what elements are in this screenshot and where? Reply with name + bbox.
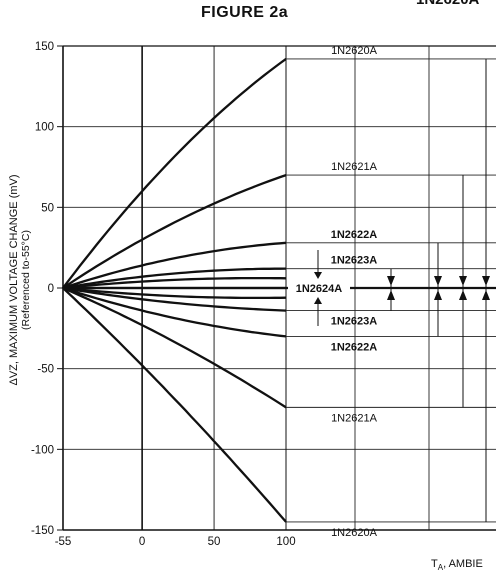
y-tick-label: 150: [35, 41, 54, 53]
series-line: [62, 286, 287, 300]
bracket-2622-arrow-down: [434, 276, 442, 286]
curve-label: 1N2623A: [331, 255, 378, 267]
x-tick-label: -55: [55, 536, 72, 548]
x-axis-label-subscript: A: [437, 563, 444, 573]
y-tick-label: -150: [31, 525, 54, 537]
series-line: [62, 287, 287, 523]
y-tick-label: -50: [37, 364, 54, 376]
x-axis-label-text: AMBIE: [448, 558, 483, 570]
x-axis-label-prefix: T: [431, 558, 438, 570]
x-tick-label: 0: [139, 536, 145, 548]
series-line: [62, 286, 287, 409]
curve-label: 1N2621A: [331, 161, 378, 173]
bracket-2621-arrow-down: [459, 276, 467, 286]
y-tick-label: 0: [48, 283, 54, 295]
figure-title: FIGURE 2a: [201, 4, 289, 21]
curve-label: 1N2622A: [331, 341, 378, 353]
arrow-2624-bottom-head: [314, 297, 322, 304]
curve-label: 1N2621A: [331, 412, 378, 424]
x-tick-label: 50: [208, 536, 221, 548]
corner-label: 1N2620A: [416, 0, 479, 8]
bracket-2623-arrow-down: [387, 276, 395, 286]
series-line: [62, 267, 287, 290]
series-line: [62, 286, 287, 338]
x-axis-label: TA, AMBIE: [431, 558, 483, 573]
y-tick-label: 100: [35, 122, 54, 134]
curve-label: 1N2620A: [331, 527, 378, 539]
bracket-2622-arrow-up: [434, 290, 442, 300]
bracket-2620-arrow-up: [482, 290, 490, 300]
series-line: [62, 241, 287, 290]
x-tick-label: 100: [276, 536, 295, 548]
curve-label: 1N2622A: [331, 229, 378, 241]
curve-label: 1N2620A: [331, 45, 378, 57]
y-tick-label: -100: [31, 444, 54, 456]
bracket-2621-arrow-up: [459, 290, 467, 300]
bracket-2623-arrow-up: [387, 290, 395, 300]
bracket-2620-arrow-down: [482, 276, 490, 286]
curve-label: 1N2623A: [331, 316, 378, 328]
y-tick-label: 50: [41, 202, 54, 214]
series-line: [62, 286, 287, 312]
curve-label: 1N2624A: [296, 283, 343, 295]
series-line: [62, 57, 287, 289]
label-box: [288, 280, 350, 296]
series-line: [62, 276, 287, 290]
arrow-2624-top-head: [314, 272, 322, 279]
series-line: [62, 174, 287, 289]
